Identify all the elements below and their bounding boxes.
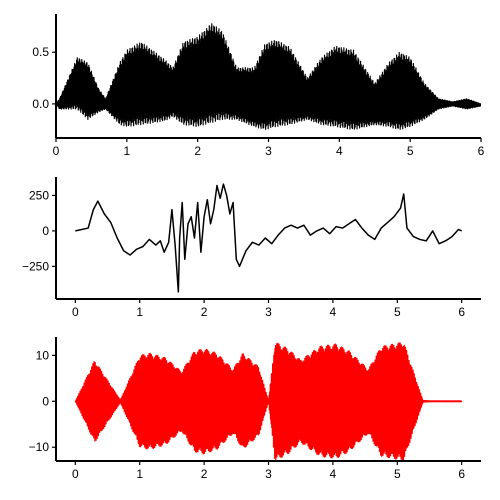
plot-area-middle (75, 183, 462, 293)
y-tick-label: 250 (29, 188, 49, 202)
x-tick-label: 4 (330, 467, 337, 481)
x-tick-label: 5 (394, 305, 401, 319)
x-tick-label: 6 (458, 467, 465, 481)
plot-area-top (56, 23, 481, 130)
x-tick-label: 6 (458, 305, 465, 319)
series-line-middle (75, 183, 462, 293)
y-tick-label: 0 (42, 224, 49, 238)
x-tick-label: 6 (478, 144, 485, 158)
series-line-bottom (74, 342, 463, 461)
y-tick-label: −10 (29, 440, 50, 454)
x-tick-label: 3 (265, 305, 272, 319)
x-tick-label: 0 (72, 305, 79, 319)
x-tick-label: 0 (72, 467, 79, 481)
x-tick-label: 4 (330, 305, 337, 319)
y-tick-label: 0 (42, 394, 49, 408)
x-tick-label: 1 (136, 305, 143, 319)
x-tick-label: 4 (336, 144, 343, 158)
x-tick-label: 3 (265, 467, 272, 481)
x-tick-label: 1 (123, 144, 130, 158)
panel-middle: 0 1 2 3 4 5 6 −250 0 250 (22, 177, 481, 319)
series-line-top (56, 23, 481, 130)
y-tick-label: 0.0 (32, 97, 49, 111)
x-tick-label: 2 (201, 305, 208, 319)
x-tick-label: 5 (394, 467, 401, 481)
x-tick-label: 5 (407, 144, 414, 158)
x-tick-label: 2 (201, 467, 208, 481)
x-tick-label: 0 (53, 144, 60, 158)
y-tick-label: −250 (22, 259, 49, 273)
y-tick-label: 0.5 (32, 45, 49, 59)
x-tick-label: 3 (265, 144, 272, 158)
x-tick-label: 2 (194, 144, 201, 158)
y-tick-label: 10 (36, 348, 50, 362)
panel-bottom: 0 1 2 3 4 5 6 −10 0 10 (29, 337, 481, 481)
panel-top: 0 1 2 3 4 5 6 0.0 0.5 (32, 14, 485, 158)
x-tick-label: 1 (136, 467, 143, 481)
plot-area-bottom (74, 342, 463, 461)
